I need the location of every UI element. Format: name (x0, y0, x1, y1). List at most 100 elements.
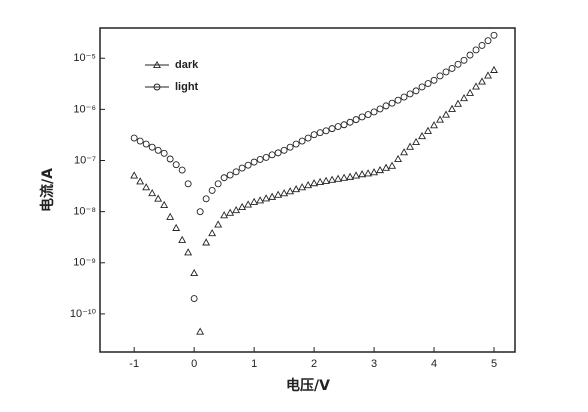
x-tick-label: 1 (251, 358, 257, 370)
point (184, 248, 193, 256)
point (190, 295, 198, 302)
legend-label: dark (175, 59, 199, 71)
point (184, 180, 192, 188)
point (328, 175, 337, 183)
point (220, 174, 228, 182)
point (130, 171, 139, 179)
point (172, 161, 180, 169)
point (250, 197, 259, 205)
point (436, 72, 444, 80)
point (238, 164, 246, 172)
point (244, 161, 252, 169)
point (292, 185, 301, 193)
point (388, 161, 397, 169)
point (370, 108, 378, 116)
point (418, 131, 427, 140)
point (268, 192, 277, 200)
point (178, 235, 187, 243)
point (490, 65, 498, 73)
x-tick-label: 5 (491, 358, 497, 370)
point (394, 154, 403, 163)
x-tick-label: -1 (129, 358, 139, 370)
x-tick-label: 3 (371, 358, 377, 370)
point (424, 80, 432, 87)
point (220, 211, 229, 219)
point (190, 268, 199, 277)
point (352, 171, 361, 179)
point (226, 171, 234, 179)
point (136, 137, 144, 145)
point (376, 165, 385, 174)
legend-marker (153, 60, 161, 69)
point (370, 168, 379, 176)
point (472, 46, 480, 54)
point (412, 87, 420, 95)
point (130, 134, 138, 142)
point (286, 143, 294, 151)
point (280, 146, 288, 154)
point (196, 327, 205, 335)
point (286, 187, 295, 195)
point (136, 177, 145, 185)
point (280, 189, 289, 197)
point (262, 153, 270, 161)
point (178, 166, 186, 174)
legend-label: light (175, 81, 199, 93)
y-tick-label: 10⁻⁹ (73, 257, 96, 269)
y-tick-label: 10⁻¹⁰ (70, 308, 97, 320)
point (364, 169, 373, 177)
point (382, 102, 390, 110)
point (442, 68, 450, 76)
y-tick-label: 10⁻⁸ (73, 206, 96, 218)
point (262, 194, 271, 202)
point (274, 190, 283, 198)
x-tick-label: 2 (311, 358, 317, 370)
point (472, 82, 480, 90)
point (202, 195, 210, 203)
point (364, 111, 372, 119)
point (322, 127, 330, 135)
point (430, 76, 438, 84)
point (166, 212, 175, 220)
point (478, 77, 486, 85)
point (406, 90, 414, 98)
point (334, 123, 342, 131)
point (346, 172, 355, 180)
point (142, 183, 151, 191)
point (316, 177, 325, 186)
point (340, 173, 349, 181)
point (322, 176, 331, 184)
plot-frame (99, 27, 516, 353)
point (382, 163, 391, 171)
point (160, 200, 169, 208)
point (232, 206, 241, 214)
point (406, 142, 415, 150)
point (460, 56, 468, 64)
point (424, 126, 433, 134)
point (466, 51, 474, 59)
point (148, 143, 156, 151)
point (388, 99, 396, 107)
point (298, 137, 306, 145)
point (142, 140, 150, 148)
point (400, 93, 408, 101)
point (340, 121, 348, 129)
point (376, 105, 384, 113)
point (214, 220, 223, 228)
point (196, 208, 204, 216)
point (430, 121, 439, 129)
point (226, 208, 235, 216)
point (310, 131, 318, 139)
point (238, 202, 247, 211)
legend-marker (153, 83, 161, 91)
point (394, 96, 402, 104)
point (352, 116, 360, 124)
y-axis-label: 电流/A (39, 168, 56, 212)
point (160, 149, 168, 157)
point (298, 183, 307, 191)
point (304, 134, 312, 142)
point (478, 41, 486, 49)
x-tick-label: 0 (191, 358, 197, 370)
point (484, 71, 492, 79)
point (454, 60, 462, 68)
